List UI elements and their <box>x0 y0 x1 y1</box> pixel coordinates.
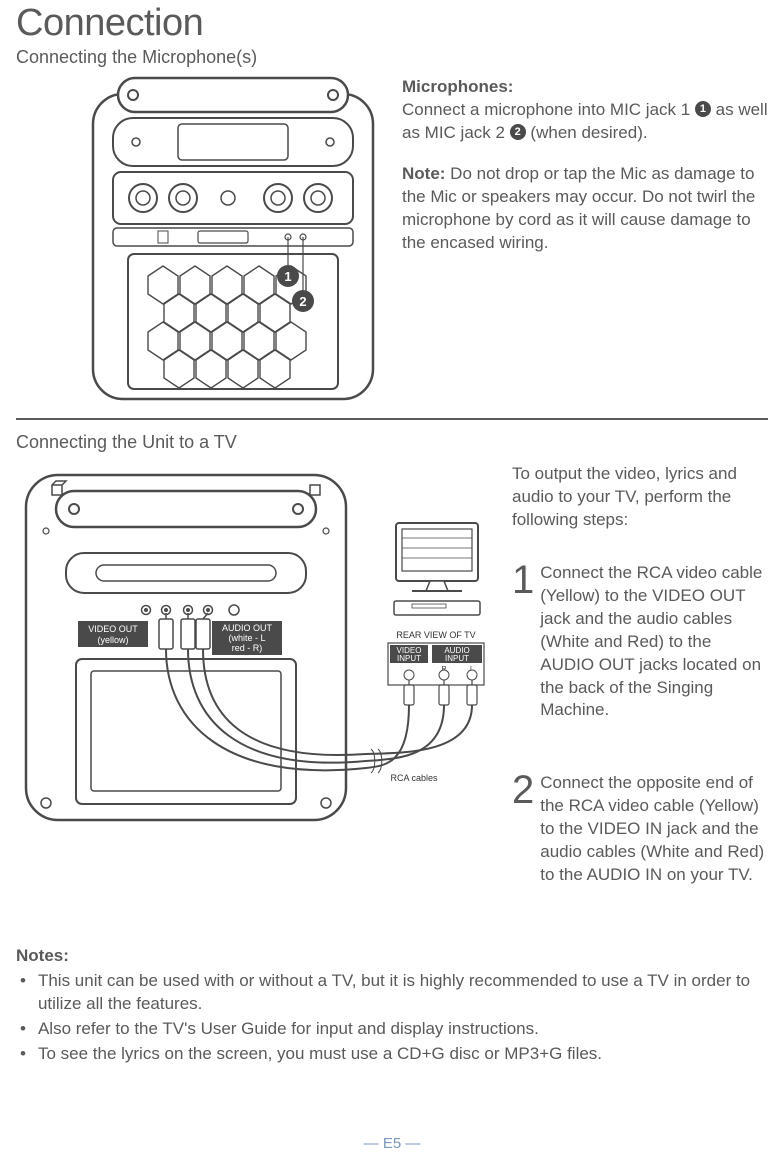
step-2: 2 Connect the opposite end of the RCA vi… <box>512 772 768 887</box>
mic-text-1a: Connect a microphone into MIC jack 1 <box>402 100 695 119</box>
svg-text:1: 1 <box>284 269 291 284</box>
mic-diagram: 1 2 <box>88 76 378 406</box>
svg-text:INPUT: INPUT <box>445 654 469 663</box>
badge-1-icon: 1 <box>695 101 711 117</box>
svg-text:INPUT: INPUT <box>397 654 421 663</box>
notes-title: Notes: <box>16 945 768 968</box>
note-item: Also refer to the TV's User Guide for in… <box>16 1018 768 1041</box>
tv-diagram: VIDEO OUT (yellow) AUDIO OUT (white - L … <box>16 463 496 833</box>
page-footer: — E5 — <box>0 1135 784 1152</box>
tv-section: VIDEO OUT (yellow) AUDIO OUT (white - L … <box>16 463 768 937</box>
svg-text:AUDIO OUT: AUDIO OUT <box>222 623 273 633</box>
step-2-num: 2 <box>512 772 534 887</box>
step-1: 1 Connect the RCA video cable (Yellow) t… <box>512 562 768 723</box>
tv-intro: To output the video, lyrics and audio to… <box>512 463 768 532</box>
svg-text:2: 2 <box>299 294 306 309</box>
note-item: To see the lyrics on the screen, you mus… <box>16 1043 768 1066</box>
mic-section: 1 2 Microphones: Connect a microphone in… <box>16 76 768 406</box>
note-item: This unit can be used with or without a … <box>16 970 768 1016</box>
mic-heading: Microphones: <box>402 77 513 96</box>
svg-text:red - R): red - R) <box>232 643 263 653</box>
svg-text:REAR VIEW OF TV: REAR VIEW OF TV <box>396 630 475 640</box>
mic-text-1c: (when desired). <box>526 123 648 142</box>
step-1-num: 1 <box>512 562 534 723</box>
svg-text:RCA cables: RCA cables <box>390 773 438 783</box>
mic-note-label: Note: <box>402 164 445 183</box>
section-tv-title: Connecting the Unit to a TV <box>16 432 768 453</box>
step-2-text: Connect the opposite end of the RCA vide… <box>540 772 768 887</box>
svg-text:(white - L: (white - L <box>228 633 265 643</box>
mic-text-block: Microphones: Connect a microphone into M… <box>402 76 768 255</box>
svg-text:VIDEO OUT: VIDEO OUT <box>88 624 138 634</box>
section-divider <box>16 418 768 420</box>
page-title: Connection <box>16 2 768 45</box>
step-1-text: Connect the RCA video cable (Yellow) to … <box>540 562 768 723</box>
badge-2-icon: 2 <box>510 124 526 140</box>
notes-block: Notes: This unit can be used with or wit… <box>16 945 768 1066</box>
svg-text:(yellow): (yellow) <box>97 635 128 645</box>
mic-note-text: Do not drop or tap the Mic as damage to … <box>402 164 755 252</box>
section-mic-title: Connecting the Microphone(s) <box>16 47 768 68</box>
tv-steps: To output the video, lyrics and audio to… <box>512 463 768 937</box>
